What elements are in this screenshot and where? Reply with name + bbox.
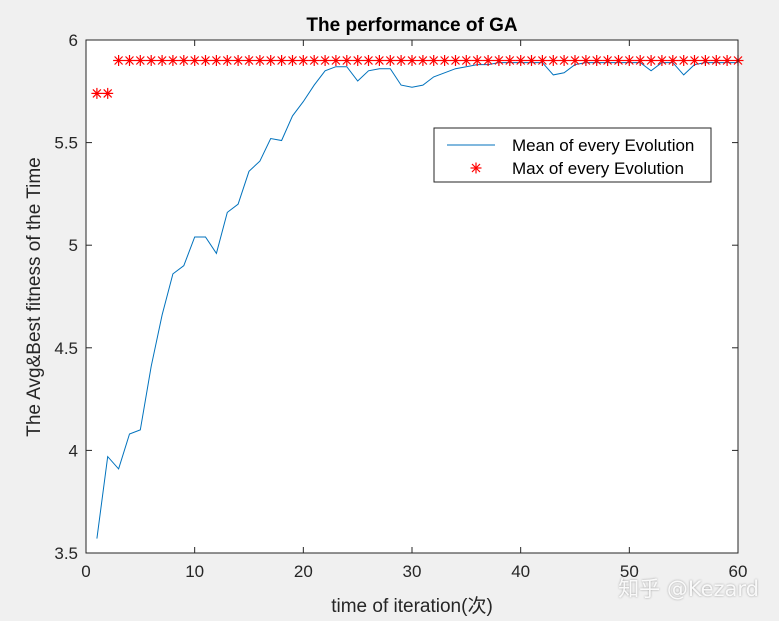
legend-label-mean: Mean of every Evolution bbox=[512, 136, 694, 155]
legend-label-max: Max of every Evolution bbox=[512, 159, 684, 178]
y-axis-label: The Avg&Best fitness of the Time bbox=[24, 157, 45, 437]
legend-marker-max bbox=[470, 162, 482, 174]
max-point bbox=[678, 55, 690, 66]
max-point bbox=[341, 55, 353, 66]
max-point bbox=[189, 55, 201, 66]
y-tick-label: 5 bbox=[69, 236, 78, 255]
max-point bbox=[319, 55, 331, 66]
max-point bbox=[232, 55, 244, 66]
max-point bbox=[689, 55, 700, 66]
x-tick-label: 40 bbox=[511, 562, 530, 581]
max-point bbox=[417, 55, 429, 66]
max-point bbox=[558, 55, 570, 66]
watermark: 知乎 @Kezard bbox=[618, 577, 759, 601]
max-point bbox=[667, 55, 679, 66]
chart-title: The performance of GA bbox=[306, 15, 517, 36]
max-point bbox=[113, 55, 125, 66]
max-point bbox=[124, 55, 135, 66]
max-point bbox=[591, 55, 603, 66]
max-point bbox=[276, 55, 288, 66]
x-tick-label: 50 bbox=[620, 562, 639, 581]
max-point bbox=[504, 55, 516, 66]
x-axis-label: time of iteration(次) bbox=[331, 595, 493, 617]
max-point bbox=[406, 55, 418, 66]
max-point bbox=[645, 55, 657, 66]
max-point bbox=[102, 87, 114, 99]
max-point bbox=[471, 55, 483, 66]
max-point bbox=[623, 55, 635, 66]
max-point bbox=[210, 55, 222, 66]
max-point bbox=[167, 55, 179, 66]
max-point bbox=[439, 55, 451, 66]
max-point bbox=[373, 55, 385, 66]
max-point bbox=[710, 55, 722, 66]
y-tick-label: 5.5 bbox=[54, 134, 78, 153]
max-point bbox=[493, 55, 505, 66]
max-point bbox=[134, 55, 146, 66]
max-point bbox=[699, 55, 711, 66]
max-point bbox=[721, 55, 733, 66]
x-tick-label: 10 bbox=[185, 562, 204, 581]
y-tick-label: 4.5 bbox=[54, 339, 78, 358]
max-point bbox=[352, 55, 364, 66]
legend-box bbox=[433, 127, 712, 183]
max-point bbox=[308, 55, 320, 66]
max-point bbox=[91, 87, 103, 99]
max-point bbox=[297, 55, 309, 66]
max-point bbox=[634, 55, 646, 66]
max-point bbox=[547, 55, 559, 66]
max-point bbox=[515, 55, 527, 66]
max-point bbox=[656, 55, 668, 66]
max-point bbox=[156, 55, 168, 66]
max-point bbox=[254, 55, 266, 66]
max-point bbox=[569, 55, 581, 66]
max-point bbox=[287, 55, 298, 66]
x-tick-label: 60 bbox=[729, 562, 748, 581]
max-point bbox=[178, 55, 190, 66]
max-point bbox=[384, 55, 396, 66]
max-point bbox=[580, 55, 592, 66]
max-point bbox=[395, 55, 407, 66]
max-point bbox=[243, 55, 255, 66]
x-tick-label: 20 bbox=[294, 562, 313, 581]
max-point bbox=[428, 55, 440, 66]
max-point bbox=[200, 55, 211, 66]
max-point bbox=[450, 55, 461, 66]
max-point bbox=[460, 55, 472, 66]
max-point bbox=[221, 55, 233, 66]
max-point bbox=[145, 55, 157, 66]
max-point bbox=[602, 55, 614, 66]
max-point bbox=[536, 55, 548, 66]
max-point bbox=[482, 55, 494, 66]
max-point bbox=[330, 55, 342, 66]
max-point bbox=[613, 55, 624, 66]
y-tick-label: 3.5 bbox=[54, 544, 78, 563]
x-tick-label: 0 bbox=[81, 562, 90, 581]
y-tick-label: 4 bbox=[69, 441, 78, 460]
y-tick-label: 6 bbox=[69, 31, 78, 50]
max-point bbox=[363, 55, 374, 66]
legend: Mean of every Evolution Max of every Evo… bbox=[433, 127, 712, 183]
x-tick-label: 30 bbox=[403, 562, 422, 581]
max-point bbox=[265, 55, 277, 66]
plot-area bbox=[86, 40, 738, 553]
axis-ticks: 0 10 20 30 40 50 60 3.5 4 4.5 5 5.5 6 bbox=[54, 31, 747, 581]
plot-border bbox=[85, 39, 739, 554]
max-point bbox=[526, 55, 537, 66]
